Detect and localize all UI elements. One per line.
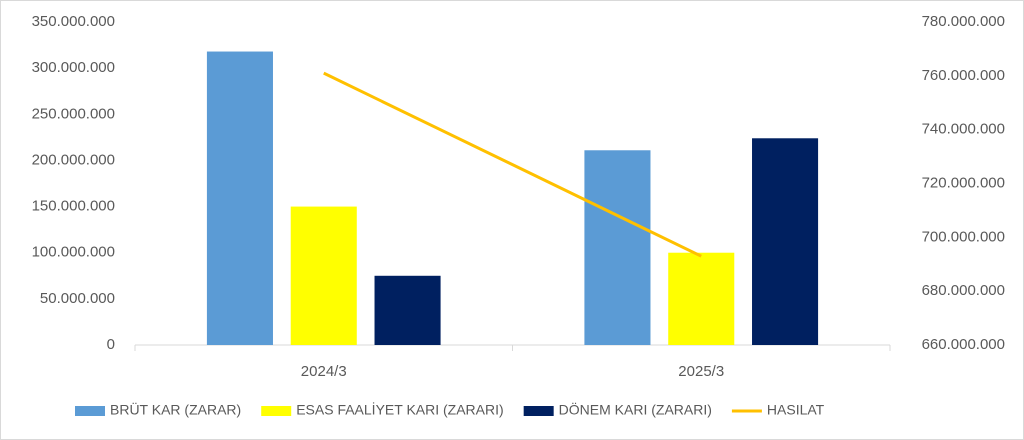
legend-label: HASILAT (767, 402, 825, 418)
bar (752, 138, 819, 345)
x-tick-label: 2025/3 (678, 363, 724, 380)
y-tick-label: 50.000.000 (40, 290, 115, 307)
bar (584, 150, 651, 345)
bar (668, 252, 735, 345)
bar (206, 51, 273, 345)
y2-tick-label: 660.000.000 (922, 336, 1005, 353)
y2-tick-label: 760.000.000 (922, 67, 1005, 84)
x-tick-label: 2024/3 (301, 363, 347, 380)
y-tick-label: 350.000.000 (32, 13, 115, 30)
y2-tick-label: 680.000.000 (922, 282, 1005, 299)
legend-swatch (523, 406, 554, 416)
legend-label: DÖNEM KARI (ZARARI) (559, 401, 712, 418)
y-tick-label: 250.000.000 (32, 105, 115, 122)
bar (374, 275, 441, 345)
y-tick-label: 200.000.000 (32, 151, 115, 168)
y2-tick-label: 720.000.000 (922, 174, 1005, 191)
y2-tick-label: 700.000.000 (922, 228, 1005, 245)
y-tick-label: 300.000.000 (32, 59, 115, 76)
y-tick-label: 150.000.000 (32, 198, 115, 215)
legend-label: ESAS FAALİYET KARI (ZARARI) (296, 401, 503, 418)
y-tick-label: 100.000.000 (32, 244, 115, 261)
legend-swatch (261, 406, 292, 416)
y-tick-label: 0 (107, 336, 115, 353)
line (323, 71, 702, 258)
y2-tick-label: 740.000.000 (922, 121, 1005, 138)
y2-tick-label: 780.000.000 (922, 13, 1005, 30)
legend-label: BRÜT KAR (ZARAR) (110, 401, 241, 418)
bar (290, 206, 357, 345)
legend-swatch (75, 406, 105, 416)
